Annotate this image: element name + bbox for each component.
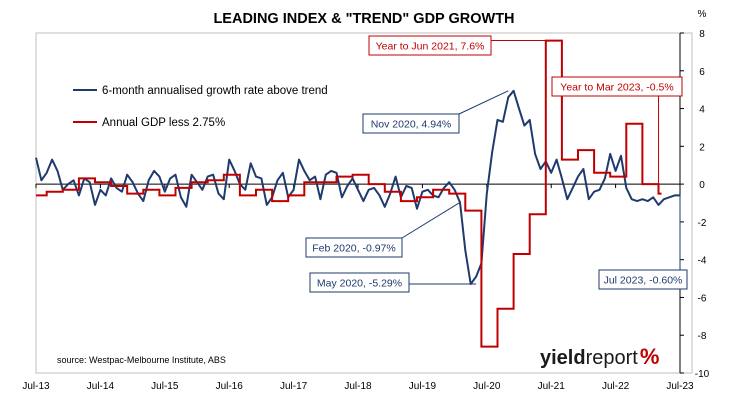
y-tick-label: -6: [698, 293, 707, 304]
x-tick-label: Jul-14: [87, 381, 115, 392]
y-tick-label: 4: [699, 105, 705, 116]
y-tick-label: 8: [699, 29, 705, 40]
annotation-label: Jul 2023, -0.60%: [604, 275, 683, 287]
plot-frame: [35, 32, 693, 374]
x-tick-label: Jul-18: [344, 381, 372, 392]
source-note: source: Westpac-Melbourne Institute, ABS: [57, 355, 226, 365]
annotation-box: [368, 35, 492, 56]
chart-title: LEADING INDEX & "TREND" GDP GROWTH: [213, 11, 514, 27]
legend-label-leading: 6-month annualised growth rate above tre…: [102, 85, 328, 97]
y-tick-label: 6: [699, 67, 705, 78]
y-tick-label: 0: [699, 180, 705, 191]
x-tick-label: Jul-20: [473, 381, 501, 392]
x-tick-label: Jul-15: [151, 381, 179, 392]
y-tick-label: 2: [699, 142, 705, 153]
annotation-label: Feb 2020, -0.97%: [312, 243, 395, 255]
x-tick-label: Jul-16: [216, 381, 244, 392]
series-line-leading-index: [35, 89, 680, 285]
x-tick-label: Jul-21: [538, 381, 566, 392]
legend: 6-month annualised growth rate above tre…: [73, 85, 328, 129]
annotation-box: [551, 76, 683, 97]
legend-label-gdp: Annual GDP less 2.75%: [102, 117, 225, 129]
y-axis-unit-label: %: [698, 9, 707, 20]
y-tick-label: -2: [698, 218, 707, 229]
logo-part-report: report: [586, 347, 639, 369]
annotation-label: May 2020, -5.29%: [317, 278, 402, 290]
logo-part-yield: yield: [540, 347, 586, 369]
x-tick-label: Jul-19: [409, 381, 437, 392]
annotation-box: [362, 113, 460, 134]
series-group: [35, 39, 680, 348]
x-tick-label: Jul-23: [666, 381, 694, 392]
x-tick-label: Jul-22: [602, 381, 630, 392]
annotation-box: [309, 272, 410, 293]
series-line-gdp: [36, 39, 662, 348]
annotations-group: Year to Jun 2021, 7.6% Year to Mar 2023, …: [305, 35, 688, 293]
y-tick-label: -10: [695, 369, 710, 380]
logo-part-percent: %: [640, 344, 660, 369]
annotation-label: Nov 2020, 4.94%: [371, 119, 452, 131]
annotation-leader: [401, 202, 461, 239]
annotation-label: Year to Jun 2021, 7.6%: [376, 41, 485, 53]
annotation-box: [598, 269, 688, 290]
y-tick-label: -8: [698, 331, 707, 342]
x-tick-label: Jul-13: [22, 381, 50, 392]
annotation-leader: [458, 90, 509, 115]
yieldreport-logo: yieldreport%: [540, 344, 659, 369]
y-tick-label: -4: [698, 256, 707, 267]
logo-text: yieldreport%: [540, 344, 659, 369]
annotation-label: Year to Mar 2023, -0.5%: [560, 82, 673, 94]
x-tick-label: Jul-17: [280, 381, 308, 392]
annotation-box: [305, 237, 403, 258]
